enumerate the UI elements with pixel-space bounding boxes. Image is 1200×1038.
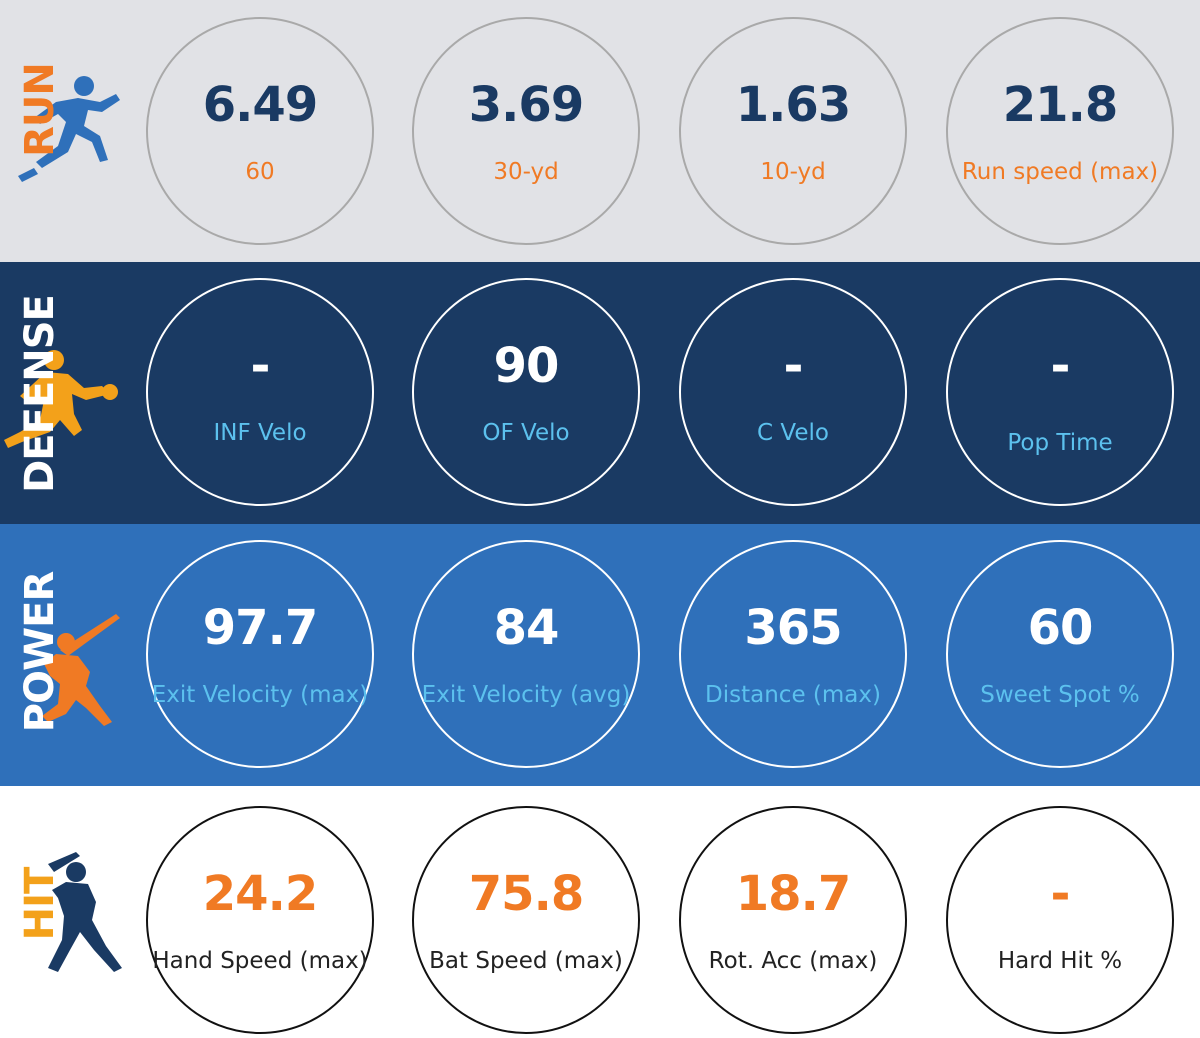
metric-circle-inf-velo: - INF Velo [146, 278, 374, 506]
hit-title: HIT [17, 867, 63, 941]
metric-circle-hard-hit: - Hard Hit % [946, 806, 1174, 1034]
metric-value: 1.63 [735, 77, 851, 133]
metric-label: 60 [245, 159, 275, 185]
metric-label: Rot. Acc (max) [708, 948, 878, 974]
metric-value: 97.7 [202, 600, 318, 656]
metric-value: 90 [493, 338, 560, 394]
metric-label: Bat Speed (max) [429, 948, 623, 974]
runner-icon [18, 76, 120, 182]
metric-label: Sweet Spot % [980, 682, 1140, 708]
metric-circle-sweet-spot: 60 Sweet Spot % [946, 540, 1174, 768]
metric-label: Distance (max) [705, 682, 881, 708]
metric-circle-bat-speed: 75.8 Bat Speed (max) [412, 806, 640, 1034]
metric-circle-10yd: 1.63 10-yd [679, 17, 907, 245]
metric-value: 3.69 [468, 77, 584, 133]
metric-label: Hard Hit % [997, 948, 1123, 974]
metric-label: C Velo [757, 420, 829, 446]
metric-value: 365 [744, 600, 842, 656]
metric-circle-c-velo: - C Velo [679, 278, 907, 506]
metric-label: Exit Velocity (max) [151, 682, 369, 708]
metric-label: 10-yd [760, 159, 826, 185]
metric-value: 18.7 [735, 866, 851, 922]
metric-value: 24.2 [202, 866, 318, 922]
metric-label: OF Velo [482, 420, 570, 446]
metric-value: 6.49 [202, 77, 318, 133]
metric-label: INF Velo [213, 420, 307, 446]
metric-label: Exit Velocity (avg) [421, 682, 631, 708]
defense-section: DEFENSE - INF Velo 90 OF Velo - C Velo -… [0, 262, 1200, 524]
hit-side-header: HIT [0, 786, 140, 1038]
power-hitter-icon [42, 614, 120, 726]
metric-label: 30-yd [493, 159, 559, 185]
metric-value: - [1050, 866, 1071, 922]
metric-value: 21.8 [1002, 77, 1118, 133]
defense-side-header: DEFENSE [0, 262, 140, 524]
power-title: POWER [17, 571, 63, 733]
metric-label: Run speed (max) [961, 159, 1159, 185]
power-section: POWER 97.7 Exit Velocity (max) 84 Exit V… [0, 524, 1200, 786]
hit-section: HIT 24.2 Hand Speed (max) 75.8 Bat Speed… [0, 786, 1200, 1038]
metric-circle-run-speed: 21.8 Run speed (max) [946, 17, 1174, 245]
metric-label: Pop Time [1007, 430, 1113, 456]
metric-value: 60 [1027, 600, 1094, 656]
defense-title: DEFENSE [17, 295, 63, 493]
power-side-header: POWER [0, 524, 140, 786]
metric-label: Hand Speed (max) [152, 948, 368, 974]
fielder-icon [4, 350, 118, 448]
metric-value: - [250, 338, 271, 394]
metric-value: - [1050, 338, 1071, 394]
metric-value: - [783, 338, 804, 394]
metric-circle-exit-velocity-max: 97.7 Exit Velocity (max) [146, 540, 374, 768]
metric-value: 75.8 [468, 866, 584, 922]
metric-circle-hand-speed: 24.2 Hand Speed (max) [146, 806, 374, 1034]
metric-circle-60: 6.49 60 [146, 17, 374, 245]
metric-circle-distance-max: 365 Distance (max) [679, 540, 907, 768]
metric-value: 84 [493, 600, 560, 656]
metric-circle-rot-acc: 18.7 Rot. Acc (max) [679, 806, 907, 1034]
run-title: RUN [17, 63, 63, 157]
metric-circle-exit-velocity-avg: 84 Exit Velocity (avg) [412, 540, 640, 768]
metric-circle-pop-time: - Pop Time [946, 278, 1174, 506]
metric-circle-of-velo: 90 OF Velo [412, 278, 640, 506]
batter-icon [48, 852, 122, 972]
run-section: RUN 6.49 60 3.69 30-yd 1.63 10-yd 21.8 R… [0, 0, 1200, 262]
metric-circle-30yd: 3.69 30-yd [412, 17, 640, 245]
run-side-header: RUN [0, 0, 140, 262]
